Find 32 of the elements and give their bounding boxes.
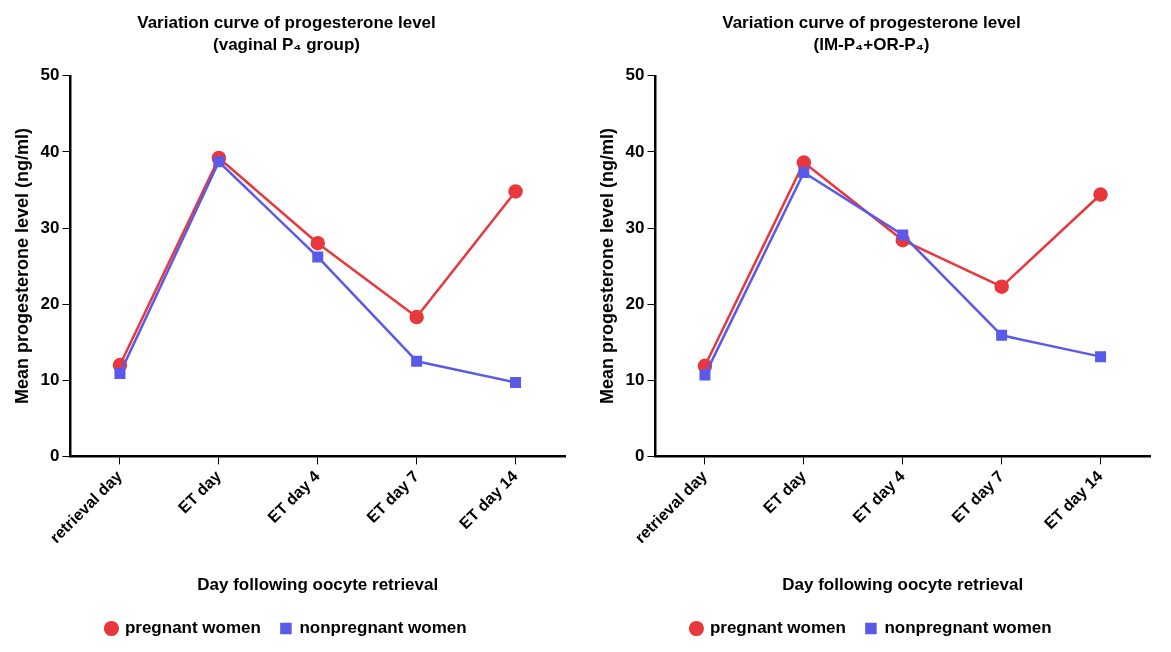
x-axis-title: Day following oocyte retrieval [197,575,439,595]
x-tick-label: ET day 14 [455,467,521,533]
y-tick-label: 0 [50,446,60,466]
x-tick-label: ET day 7 [363,467,422,526]
x-tick-label: ET day 4 [849,467,909,526]
y-tick-label: 50 [625,65,645,85]
y-tick-label: 40 [625,141,645,161]
y-tick-label: 30 [40,217,60,237]
legend-label: nonpregnant women [884,618,1052,638]
x-axis-title: Day following oocyte retrieval [782,575,1024,595]
y-tick-label: 30 [625,217,645,237]
y-axis-title: Mean progesterone level (ng/ml) [596,128,617,405]
x-tick-label: ET day 14 [1040,467,1106,533]
y-tick-label: 50 [40,65,60,85]
y-axis-title: Mean progesterone level (ng/ml) [11,128,32,405]
chart-title: Variation curve of progesterone level [722,12,1021,32]
y-tick-label: 10 [40,369,60,389]
chart-title: Variation curve of progesterone level [137,12,436,32]
chart-subtitle: (vaginal P₄ group) [213,35,360,55]
legend-label: nonpregnant women [299,618,467,638]
chart-subtitle: (IM-P₄+OR-P₄) [813,35,930,55]
x-tick-label: ET day [174,467,225,517]
y-tick-label: 10 [625,369,645,389]
y-tick-label: 0 [635,446,645,466]
x-tick-label: ET day 7 [948,467,1007,526]
x-tick-label: ET day [759,467,810,517]
y-tick-label: 40 [40,141,60,161]
y-tick-label: 20 [625,293,645,313]
x-tick-label: ET day 4 [264,467,324,526]
legend-label: pregnant women [124,618,261,638]
y-tick-label: 20 [40,293,60,313]
legend-label: pregnant women [709,618,846,638]
